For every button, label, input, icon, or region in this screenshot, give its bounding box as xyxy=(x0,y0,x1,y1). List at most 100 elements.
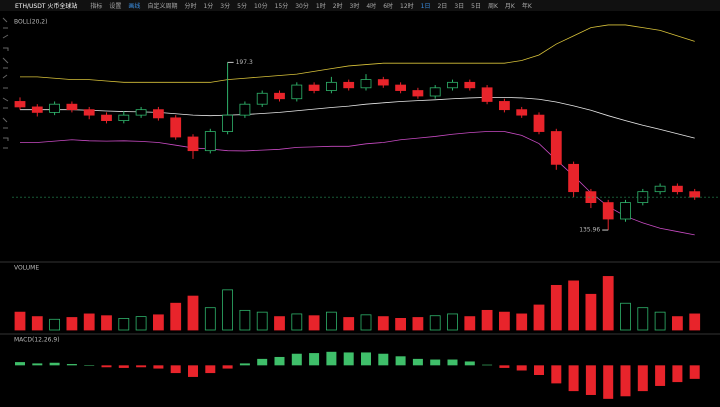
volume-bar xyxy=(377,316,389,331)
candle-body xyxy=(585,191,597,204)
candle-body xyxy=(118,114,130,121)
macd-bar xyxy=(257,358,268,366)
candle-body xyxy=(66,103,78,111)
macd-label: MACD(12,26,9) xyxy=(14,337,60,344)
macd-bar xyxy=(361,352,371,366)
volume-bar xyxy=(66,317,78,331)
macd-bar xyxy=(637,365,648,392)
volume-bar xyxy=(447,313,458,331)
macd-bar xyxy=(603,365,614,399)
macd-bar xyxy=(447,359,458,366)
volume-bar xyxy=(533,304,545,331)
volume-bar xyxy=(256,311,268,331)
low-label: 135.96 xyxy=(579,227,600,234)
candle-body xyxy=(101,114,112,121)
macd-bar xyxy=(153,365,164,369)
toolbar-item[interactable]: 分时 xyxy=(184,3,197,10)
candle-body xyxy=(291,84,303,100)
toolbar-item[interactable]: 指标 xyxy=(90,3,103,10)
candle-body xyxy=(31,106,43,113)
volume-bar xyxy=(602,276,614,331)
macd-bar xyxy=(309,353,320,366)
toolbar-item[interactable]: 5分 xyxy=(237,3,247,10)
toolbar-item[interactable]: 3分 xyxy=(220,3,231,10)
macd-bar xyxy=(274,356,285,366)
toolbar-item[interactable]: 月K xyxy=(504,3,515,10)
volume-bar xyxy=(498,311,510,331)
toolbar-item[interactable]: 设置 xyxy=(109,3,122,10)
toolbar-item[interactable]: 画线 xyxy=(128,3,141,10)
volume-bar xyxy=(516,313,528,331)
candle-body xyxy=(689,191,701,198)
macd-bar xyxy=(222,365,233,369)
volume-bar xyxy=(152,314,164,331)
toolbar-item[interactable]: 2时 xyxy=(332,3,343,10)
macd-bar xyxy=(395,356,406,366)
volume-bar xyxy=(550,284,562,331)
macd-bar xyxy=(343,352,354,366)
toolbar-item[interactable]: 1时 xyxy=(315,3,326,10)
macd-bar xyxy=(585,365,596,395)
candle-body xyxy=(325,81,337,91)
tool-icons[interactable] xyxy=(2,17,9,149)
macd-bar xyxy=(655,365,666,386)
macd-bar xyxy=(205,365,216,374)
toolbar-item[interactable]: 5日 xyxy=(471,3,481,10)
volume-bar xyxy=(101,315,112,331)
toolbar-item[interactable]: 15分 xyxy=(274,3,289,10)
macd-bar xyxy=(499,365,510,368)
candle-body xyxy=(256,92,268,105)
boll-line xyxy=(20,96,695,139)
candle-body xyxy=(274,92,285,100)
candle-body xyxy=(481,87,493,102)
macd-bar xyxy=(464,361,475,366)
volume-bar xyxy=(654,311,666,331)
toolbar-item[interactable]: 3时 xyxy=(349,3,360,10)
toolbar-item[interactable]: 周K xyxy=(487,3,498,10)
top-toolbar: ETH/USDT 火币全球站 指标 设置 画线 自定义周期 分时 1分 3分 5分 10分 15分… xyxy=(0,0,720,11)
candle-body xyxy=(308,84,320,91)
macd-bar xyxy=(101,365,112,368)
toolbar-item[interactable]: 1日 xyxy=(420,3,431,10)
macd-bar xyxy=(66,364,77,366)
candle-body xyxy=(412,90,424,97)
candle-body xyxy=(239,103,251,116)
symbol[interactable]: ETH/USDT 火币全球站 xyxy=(15,3,78,10)
volume-bar xyxy=(429,315,441,331)
macd-bar xyxy=(672,365,683,383)
candle-body xyxy=(568,163,579,193)
candle-body xyxy=(187,136,199,152)
volume-bar xyxy=(274,316,285,331)
macd-bar xyxy=(188,365,198,377)
volume-bar xyxy=(135,316,147,331)
toolbar-item[interactable]: 2日 xyxy=(437,3,448,10)
volume-bar xyxy=(239,309,251,331)
toolbar-item[interactable]: 10分 xyxy=(253,3,268,10)
volume-bar xyxy=(343,317,355,331)
toolbar-item[interactable]: 12时 xyxy=(400,3,414,10)
volume-bar xyxy=(187,295,199,331)
boll-line xyxy=(20,24,695,83)
candle-body xyxy=(343,81,355,89)
volume-bar xyxy=(585,293,597,331)
volume-bar xyxy=(83,313,95,331)
volume-bar xyxy=(222,289,234,331)
candle-body xyxy=(637,191,649,204)
toolbar-item[interactable]: 6时 xyxy=(383,3,394,10)
candle-body xyxy=(377,79,389,86)
candle-body xyxy=(360,79,372,89)
side-toolbar xyxy=(0,17,720,335)
toolbar-item[interactable]: 1分 xyxy=(203,3,214,10)
volume-bar xyxy=(689,313,701,331)
toolbar-item[interactable]: 30分 xyxy=(295,3,309,10)
macd-bar xyxy=(482,364,493,366)
toolbar-item[interactable]: 年K xyxy=(521,3,532,10)
candle-body xyxy=(204,131,216,152)
macd-bar xyxy=(118,365,129,368)
macd-bar xyxy=(170,365,181,374)
toolbar-item[interactable]: 4时 xyxy=(366,3,377,10)
toolbar-item[interactable]: 自定义周期 xyxy=(147,3,178,10)
toolbar-item[interactable]: 3日 xyxy=(454,3,465,10)
volume-bar xyxy=(464,316,476,331)
